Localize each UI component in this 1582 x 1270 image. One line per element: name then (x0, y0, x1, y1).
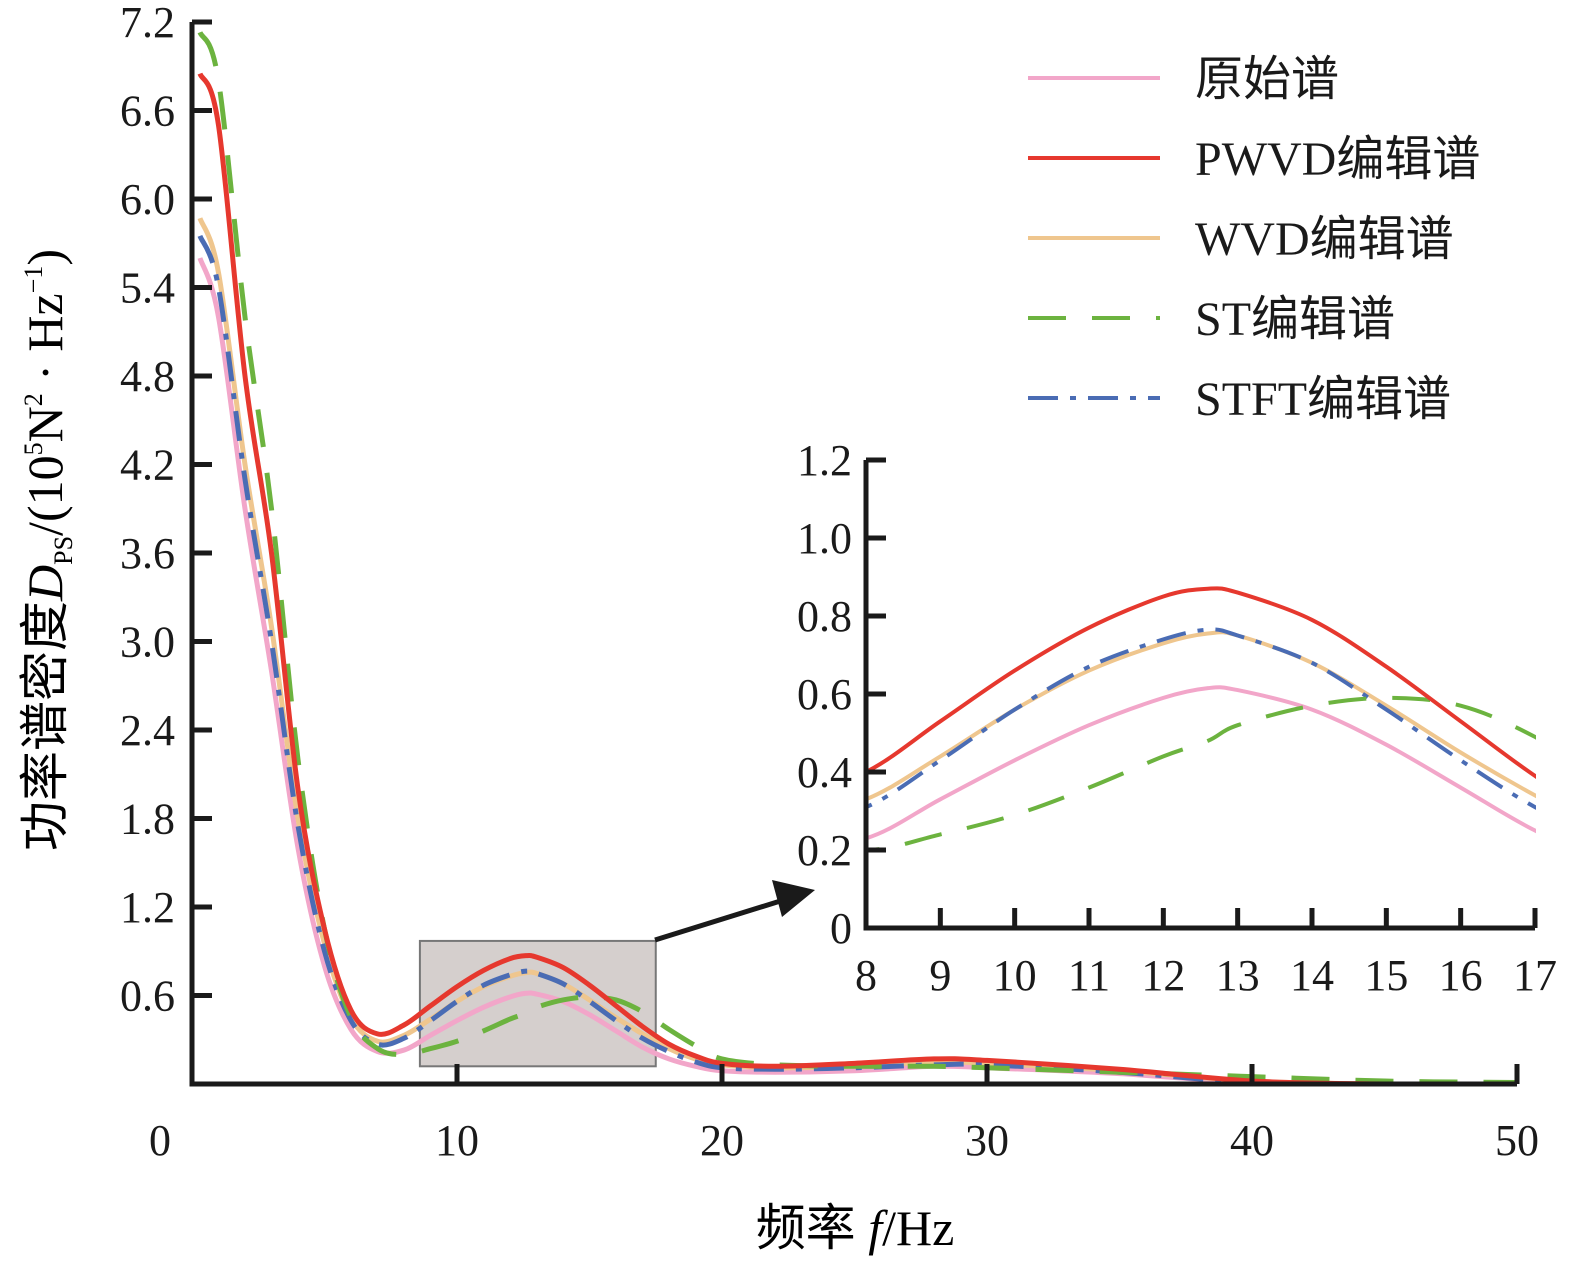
y-label-sup: 2 (19, 393, 48, 406)
x-tick-label: 30 (965, 1116, 1009, 1165)
legend-label: WVD编辑谱 (1195, 213, 1454, 266)
inset-x-tick-label: 13 (1216, 951, 1260, 1000)
y-tick-label: 6.0 (120, 175, 175, 224)
series-line-main (197, 31, 1517, 1084)
legend-label: ST编辑谱 (1195, 293, 1395, 346)
y-label-part: /(10 (17, 455, 73, 536)
y-tick-label: 7.2 (120, 0, 175, 47)
inset-x-tick-label: 16 (1439, 951, 1483, 1000)
inset-y-tick-label: 1.0 (797, 514, 852, 563)
inset-x-tick-label: 11 (1068, 951, 1110, 1000)
y-tick-label: 5.4 (120, 264, 175, 313)
y-tick-label: 3.0 (120, 618, 175, 667)
y-label-part: N (17, 406, 73, 442)
x-label-text: 频率 (756, 1200, 869, 1256)
arrow-head-icon (772, 880, 815, 917)
y-label-sup: −1 (19, 266, 48, 294)
y-tick-label: 4.2 (120, 441, 175, 490)
y-tick-label: 6.6 (120, 87, 175, 136)
y-label-sub: PS (49, 536, 78, 565)
y-tick-label: 1.2 (120, 883, 175, 932)
series-line-inset (866, 627, 1536, 810)
y-tick-label: 2.4 (120, 706, 175, 755)
inset-y-tick-label: 0 (830, 904, 852, 953)
y-label-var: D (17, 565, 73, 602)
inset-axes (863, 460, 1535, 931)
inset-x-tick-label: 10 (993, 951, 1037, 1000)
series-line-main (197, 72, 1517, 1084)
y-tick-label: 1.8 (120, 795, 175, 844)
y-tick-label: 0.6 (120, 972, 175, 1021)
inset-y-tick-label: 0.8 (797, 592, 852, 641)
x-tick-label: 10 (435, 1116, 479, 1165)
y-axis-label: 功率谱密度DPS/(105N2 · Hz−1) (17, 249, 78, 851)
inset-y-tick-label: 0.4 (797, 748, 852, 797)
y-tick-label: 3.6 (120, 529, 175, 578)
x-tick-label: 20 (700, 1116, 744, 1165)
series-line-inset (866, 586, 1536, 780)
inset-x-tick-label: 14 (1290, 951, 1334, 1000)
legend-label: PWVD编辑谱 (1195, 133, 1480, 186)
inset-y-tick-label: 1.2 (797, 436, 852, 485)
inset-x-tick-label: 15 (1364, 951, 1408, 1000)
y-label-sup: 5 (19, 442, 48, 455)
y-label-part: · Hz (17, 293, 73, 393)
x-tick-label: 50 (1495, 1116, 1539, 1165)
series-line-inset (866, 685, 1536, 841)
zoom-arrow (654, 895, 791, 943)
inset-y-tick-label: 0.2 (797, 826, 852, 875)
x-label-unit: /Hz (882, 1200, 954, 1256)
inset-y-tick-label: 0.6 (797, 670, 852, 719)
inset-x-tick-label: 12 (1141, 951, 1185, 1000)
y-label-text: 功率谱密度 (17, 601, 73, 851)
inset-x-tick-label: 17 (1513, 951, 1557, 1000)
legend-label: STFT编辑谱 (1195, 373, 1451, 426)
x-axis-label: 频率 f/Hz (756, 1200, 955, 1256)
y-label-part: ) (17, 249, 73, 266)
inset-x-tick-label: 9 (929, 951, 951, 1000)
x-tick-label: 40 (1230, 1116, 1274, 1165)
legend: 原始谱 PWVD编辑谱 WVD编辑谱 ST编辑谱 STFT编辑谱 (1028, 53, 1480, 426)
series-line-main (197, 234, 1517, 1084)
inset-x-tick-label: 8 (855, 951, 877, 1000)
y-tick-label: 4.8 (120, 352, 175, 401)
legend-label: 原始谱 (1195, 53, 1339, 106)
x-tick-label: 0 (149, 1116, 171, 1165)
